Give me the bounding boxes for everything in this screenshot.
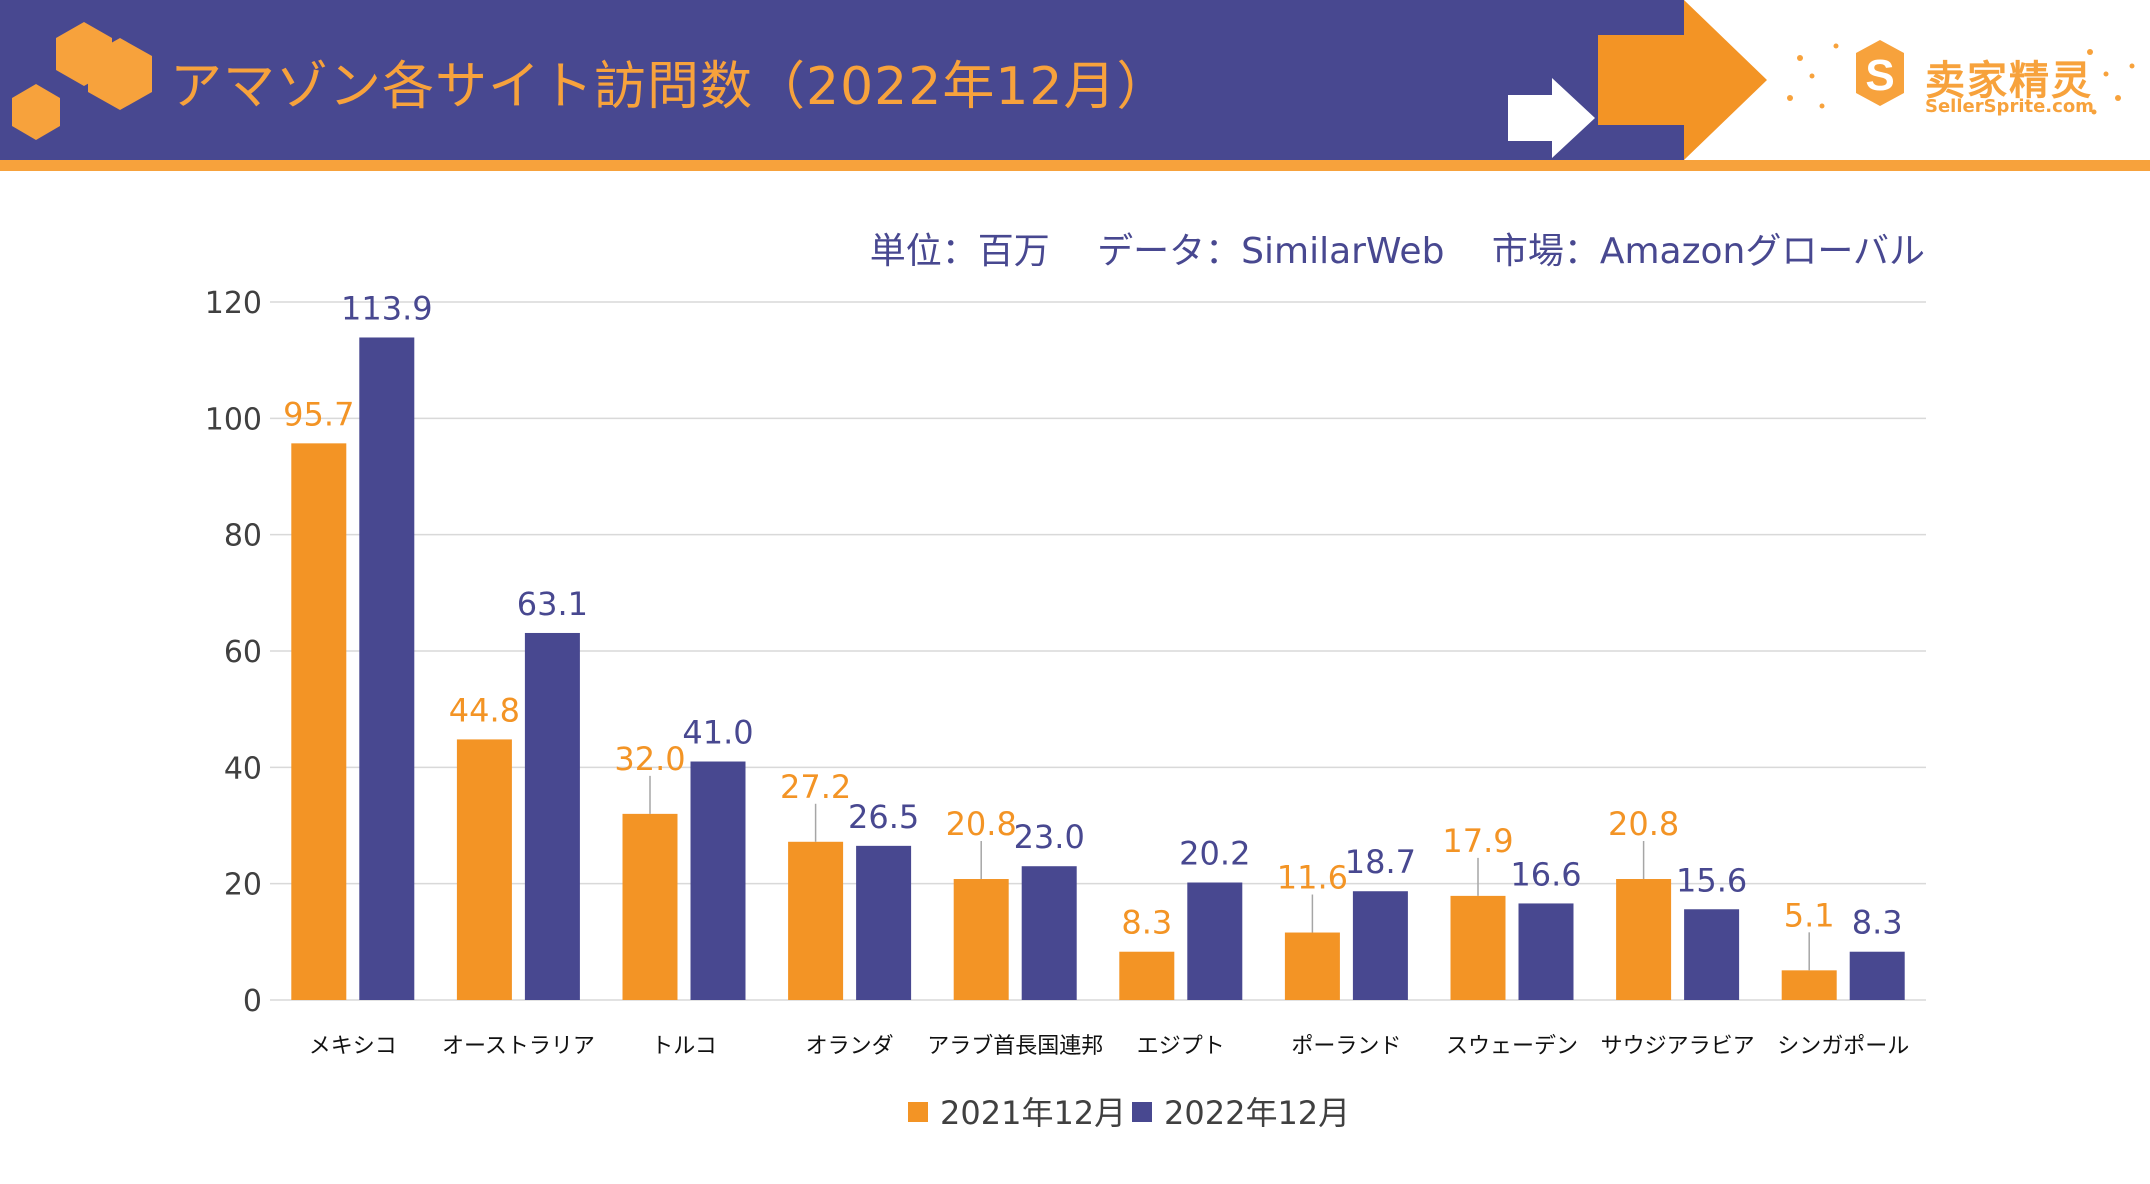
data-label: 16.6 [1510,855,1581,893]
data-label: 113.9 [341,289,433,327]
bar [953,879,1009,1000]
y-tick-label: 100 [205,402,262,437]
y-tick-label: 40 [224,751,262,786]
bar [524,632,580,1000]
header-accent-line [0,160,2150,171]
bar [456,739,512,1000]
bar [856,845,912,1000]
x-category-label: アラブ首長国連邦 [927,1034,1103,1059]
data-label: 17.9 [1442,822,1513,860]
bar [1616,879,1672,1000]
data-label: 20.8 [946,805,1017,843]
x-category-label: エジプト [1137,1034,1225,1059]
legend-swatch [1132,1102,1152,1122]
legend-swatch [908,1102,928,1122]
bar [1284,932,1340,1000]
bar [291,443,347,1001]
bars [291,337,1905,1001]
data-label: 23.0 [1014,818,1085,856]
x-category-label: トルコ [651,1034,717,1059]
bar [1119,951,1175,1000]
bar [1187,882,1243,1000]
bar [788,841,844,1000]
x-category-label: メキシコ [309,1034,397,1059]
data-label: 44.8 [449,691,520,729]
bar [1518,903,1574,1000]
bar [1781,970,1837,1000]
y-tick-label: 120 [205,286,262,321]
data-label: 95.7 [283,395,354,433]
legend-label: 2021年12月 [940,1094,1126,1132]
arrow-right-icon [1508,78,1595,158]
legend-label: 2022年12月 [1164,1094,1350,1132]
y-tick-label: 20 [224,868,262,903]
data-label: 27.2 [780,768,851,806]
chart-subtitle: 単位：百万 データ：SimilarWeb 市場：Amazonグローバル [869,231,1925,272]
arrow-right-icon [1598,0,1767,160]
header-graphics: S [12,0,2135,160]
data-label: 8.3 [1852,904,1903,942]
data-label: 26.5 [848,798,919,836]
x-category-label: シンガポール [1777,1034,1909,1059]
y-tick-label: 80 [224,519,262,554]
page-title: アマゾン各サイト訪問数（2022年12月） [170,57,1170,117]
bar [1450,895,1506,1000]
x-category-label: スウェーデン [1446,1034,1578,1059]
data-label: 20.8 [1608,805,1679,843]
x-category-label: サウジアラビア [1601,1034,1755,1059]
logo-subtext: SellerSprite.com [1925,96,2094,117]
header-band [0,0,1684,160]
data-label: 32.0 [614,740,685,778]
x-category-label: オランダ [806,1034,894,1059]
y-axis: 0 20 40 60 80 100 120 [205,286,262,1019]
x-category-label: ポーランド [1291,1034,1401,1059]
legend: 2021年12月 2022年12月 [908,1094,1350,1132]
logo-text: 卖家精灵 [1925,58,2093,104]
data-label: 8.3 [1121,904,1172,942]
bar [690,761,746,1000]
data-label: 63.1 [517,585,588,623]
bar [622,813,678,1000]
bar [359,337,415,1000]
data-label: 20.2 [1179,835,1250,873]
header-banner: S アマゾン各サイト訪問数（2022年12月） 卖家精灵 SellerSprit… [0,0,2150,160]
y-tick-label: 0 [243,984,262,1019]
sellersprite-logo: S [1787,40,2135,115]
y-tick-label: 60 [224,635,262,670]
x-axis: メキシコ オーストラリア トルコ オランダ アラブ首長国連邦 エジプト ポーランド スウェーデ… [309,1034,1909,1059]
bar [1849,951,1905,1000]
data-label: 11.6 [1277,859,1348,897]
data-label: 15.6 [1676,861,1747,899]
bar [1021,866,1077,1000]
bar [1352,891,1408,1000]
data-label: 18.7 [1345,843,1416,881]
hexagon-icon [12,84,60,140]
bar [1684,909,1740,1000]
hexagon-icon [88,38,152,110]
svg-text:S: S [1865,51,1894,100]
data-label: 5.1 [1784,896,1835,934]
data-label: 41.0 [682,714,753,752]
x-category-label: オーストラリア [442,1034,595,1059]
